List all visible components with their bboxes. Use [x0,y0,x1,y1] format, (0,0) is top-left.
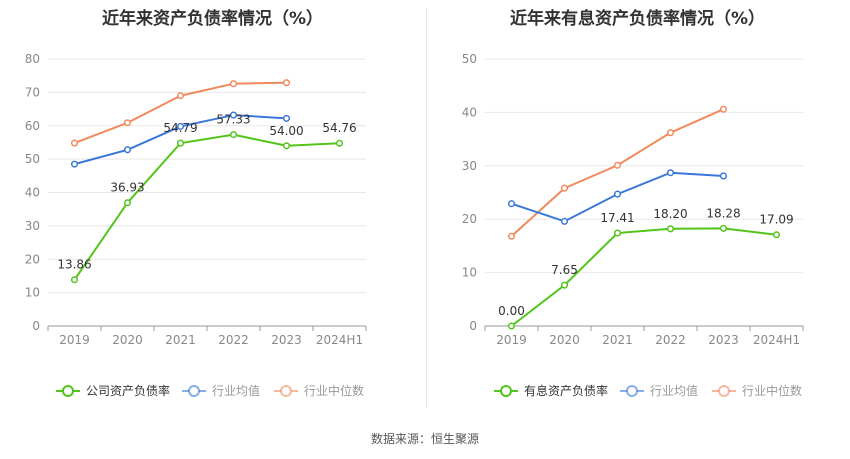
x-tick-label: 2024H1 [316,333,363,347]
y-tick-label: 40 [462,105,477,119]
data-point [719,172,728,180]
data-point [70,139,79,147]
data-point [719,105,728,113]
data-point [282,114,291,122]
data-point [507,232,516,240]
legend-label: 行业中位数 [742,383,802,398]
data-point [176,122,185,130]
x-tick-label: 2019 [59,333,90,347]
data-label: 18.20 [653,207,687,221]
data-point [176,139,185,147]
data-point [229,111,238,119]
x-tick-label: 2019 [496,333,527,347]
legend-marker [626,385,638,397]
legend-label: 有息资产负债率 [524,383,608,398]
data-point [335,139,344,147]
panel-divider [426,8,427,408]
data-point [123,199,132,207]
data-point [560,217,569,225]
legend-marker [500,385,512,397]
legend-label: 公司资产负债率 [86,383,170,398]
data-label: 54.00 [269,124,303,138]
data-point [507,200,516,208]
data-point [613,190,622,198]
series-line [510,227,777,327]
y-tick-label: 40 [25,186,40,200]
data-point [772,231,781,239]
chart-title: 近年来资产负债率情况（%） [101,9,324,29]
data-point [666,129,675,137]
legend-item: 行业均值 [620,383,698,398]
interest-debt-ratio-chart: 0 10 20 30 40 50 2019 2020 2021 2022 2023 2024H1 0.0… [462,52,804,398]
data-point [719,224,728,232]
legend-marker [62,385,74,397]
legend-label: 行业中位数 [304,383,364,398]
legend-marker [188,385,200,397]
data-point [176,92,185,100]
y-tick-label: 60 [25,119,40,133]
interest-debt-ratio-chart-panel: 近年来有息资产负债率情况（%） 0 10 20 30 40 50 2019 2020 2021 2… [425,0,850,410]
y-tick-label: 80 [25,52,40,66]
data-point [282,142,291,150]
data-label: 0.00 [498,304,525,318]
data-point [123,146,132,154]
data-label: 13.86 [57,258,91,272]
data-label: 18.28 [706,206,740,220]
data-source-note: 数据来源：恒生聚源 [370,432,479,446]
data-point [70,276,79,284]
data-point [229,131,238,139]
data-label: 7.65 [551,263,578,277]
data-point [666,169,675,177]
legend-label: 行业均值 [212,383,260,398]
data-point [613,161,622,169]
legend-item: 行业中位数 [274,383,364,398]
data-point [282,79,291,87]
legend-item: 行业中位数 [712,383,802,398]
x-tick-label: 2021 [602,333,633,347]
debt-ratio-chart: 0 10 20 30 40 50 60 70 80 2019 2020 2021 2022 2023 202… [25,52,367,398]
y-tick-label: 70 [25,85,40,99]
debt-ratio-chart-panel: 近年来资产负债率情况（%） 0 10 20 30 40 50 60 70 80 2019 2020 2… [0,0,425,410]
legend-item: 公司资产负债率 [56,383,170,398]
legend-marker [718,385,730,397]
x-tick-label: 2020 [112,333,143,347]
x-tick-label: 2024H1 [753,333,800,347]
y-tick-label: 10 [25,286,40,300]
y-tick-label: 0 [469,319,477,333]
data-label: 54.79 [163,121,197,135]
data-label: 54.76 [322,121,356,135]
x-tick-label: 2021 [165,333,196,347]
data-label: 17.09 [759,213,793,227]
y-tick-label: 30 [25,219,40,233]
data-label: 57.33 [216,113,250,127]
data-label: 36.93 [110,181,144,195]
data-point [123,119,132,127]
x-tick-label: 2022 [655,333,686,347]
x-tick-label: 2022 [218,333,249,347]
chart-title: 近年来有息资产负债率情况（%） [509,9,766,29]
data-point [613,229,622,237]
legend-label: 行业均值 [650,383,698,398]
data-label: 17.41 [600,211,634,225]
legend-marker [280,385,292,397]
legend-item: 行业均值 [182,383,260,398]
data-point [507,322,516,330]
y-tick-label: 10 [462,266,477,280]
y-tick-label: 20 [462,212,477,226]
y-tick-label: 0 [32,319,40,333]
data-point [560,281,569,289]
y-tick-label: 50 [462,52,477,66]
data-point [666,225,675,233]
x-tick-label: 2023 [271,333,302,347]
y-tick-label: 30 [462,159,477,173]
series-line [73,133,340,281]
x-tick-label: 2023 [708,333,739,347]
data-point [229,80,238,88]
data-point [560,184,569,192]
x-tick-label: 2020 [549,333,580,347]
y-tick-label: 20 [25,252,40,266]
y-tick-label: 50 [25,152,40,166]
data-point [70,160,79,168]
legend-item: 有息资产负债率 [494,383,608,398]
